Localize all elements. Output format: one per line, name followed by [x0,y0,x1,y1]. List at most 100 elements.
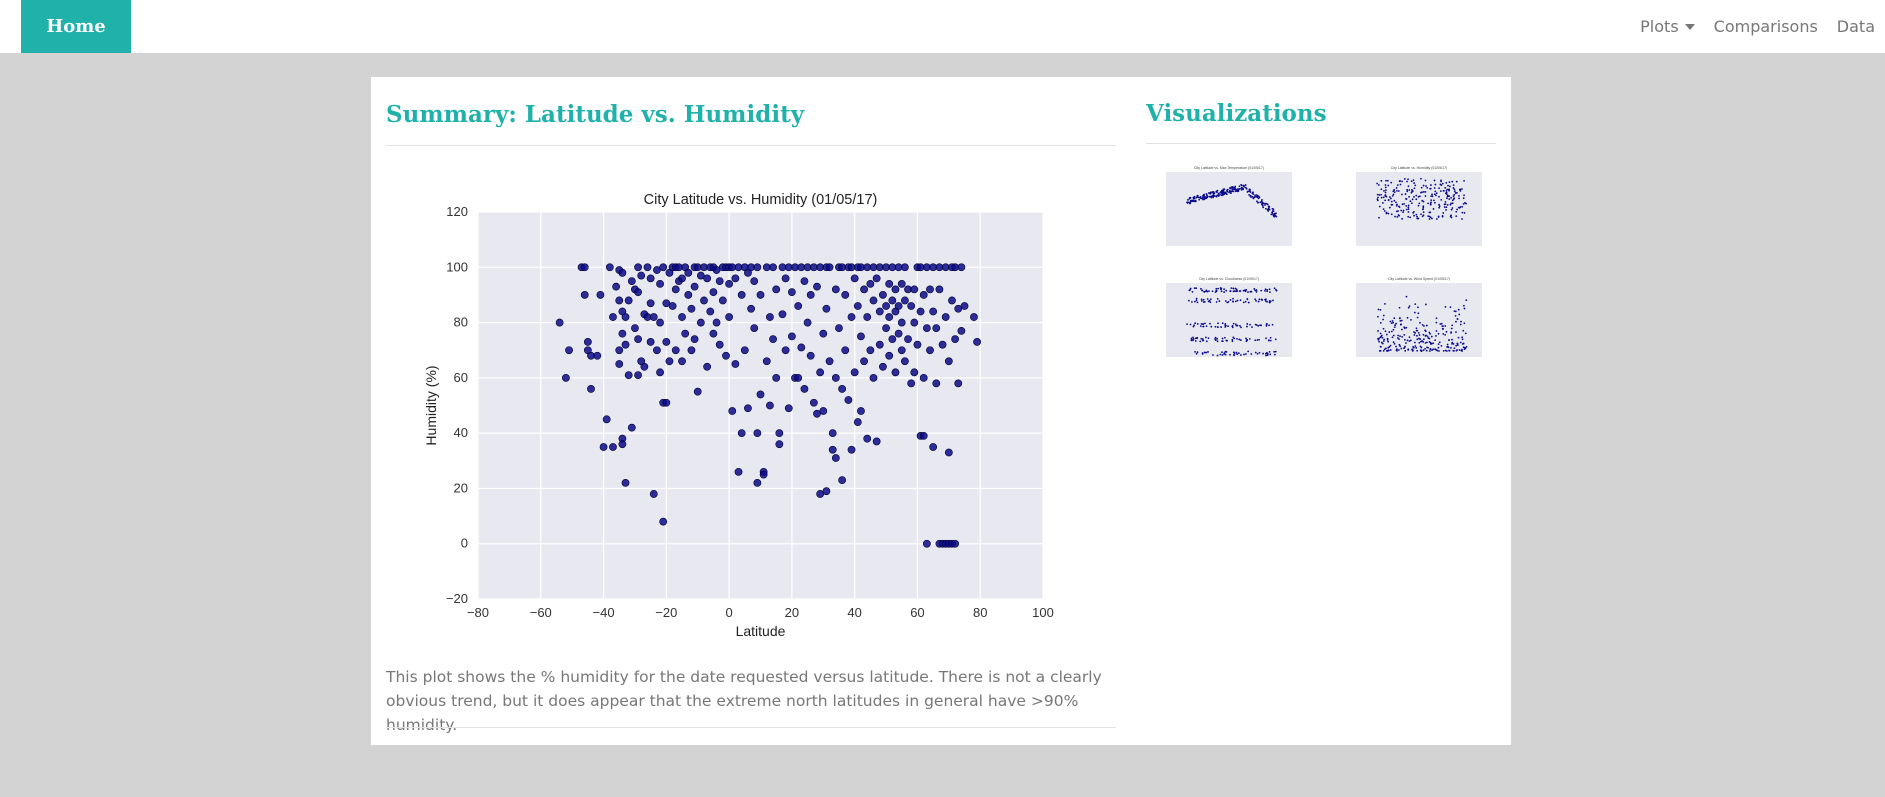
thumbnail-point [1393,317,1396,320]
nav-data-link[interactable]: Data [1836,17,1875,36]
thumbnail-point [1208,290,1210,293]
thumbnail-point [1407,215,1410,218]
thumbnail-humidity[interactable]: City Latitude vs. Humidity (01/05/17) [1336,163,1486,258]
thumbnail-point [1405,205,1408,207]
nav-comparisons-link[interactable]: Comparisons [1713,17,1818,36]
data-point [640,362,649,371]
data-point [769,335,777,344]
thumbnail-point [1231,340,1234,343]
data-point [565,346,573,355]
thumbnail-point [1463,346,1466,349]
thumbnail-point [1189,199,1192,202]
thumbnail-point [1445,206,1448,209]
data-point [957,326,966,335]
thumbnail-point [1254,298,1257,301]
thumbnail-point [1459,206,1462,208]
thumbnail-point [1259,201,1262,204]
y-tick-label: 100 [446,259,468,274]
thumbnail-point [1403,334,1406,336]
thumbnail-point [1202,323,1205,326]
thumbnail-point [1401,193,1403,196]
thumbnail-point [1229,290,1232,292]
data-point [919,291,928,299]
thumbnail-point [1214,325,1217,328]
thumbnail-point [1407,178,1409,181]
data-point [938,340,947,349]
thumbnail-point [1381,202,1384,204]
thumbnail-point [1443,206,1446,208]
thumbnail-point [1404,193,1407,195]
data-point [879,291,887,299]
thumbnail-point [1425,341,1428,344]
thumbnail-point [1451,324,1454,327]
thumbnail-point [1187,299,1190,302]
thumbnail-point [1224,323,1227,325]
data-point [596,291,605,299]
data-point [888,335,897,344]
thumbnail-point [1429,187,1432,190]
data-point [555,318,564,327]
thumbnail-point [1412,346,1414,348]
thumbnail-point [1398,206,1401,209]
thumbnail-point [1424,347,1426,350]
thumbnail-point [1264,207,1267,210]
thumbnail-point [1243,353,1245,356]
x-tick-label: −80 [467,605,489,620]
thumbnail-point [1453,197,1456,200]
home-brand-link[interactable]: Home [21,0,131,53]
thumbnail-point [1236,337,1238,340]
thumbnail-point [1253,288,1256,290]
thumbnail-point [1444,349,1447,352]
thumbnail-point [1234,190,1237,193]
data-point [684,268,693,277]
thumbnail-point [1422,206,1425,209]
thumbnail-point [1201,289,1203,292]
x-tick-label: −60 [530,605,552,620]
thumbnail-point [1200,300,1203,302]
thumbnail-point [1465,345,1468,348]
data-point [715,277,724,286]
nav-plots-dropdown[interactable]: Plots [1640,17,1695,36]
thumbnail-point [1242,187,1244,190]
thumbnail-point [1272,208,1275,211]
data-point [737,291,746,299]
thumbnail-point [1221,351,1223,354]
thumbnail-point [1256,352,1259,355]
thumbnail-point [1455,320,1457,323]
thumbnail-point [1255,299,1257,302]
thumbnail-point [1254,339,1257,342]
data-point [919,432,928,440]
thumbnail-point [1195,297,1198,300]
data-point [618,440,627,449]
thumbnail-title: City Latitude vs. Wind Speed (01/05/17) [1388,277,1450,281]
data-point [960,302,969,310]
thumbnail-wind-speed[interactable]: City Latitude vs. Wind Speed (01/05/17) [1336,274,1486,369]
thumbnail-point [1437,216,1440,218]
thumbnail-point [1442,349,1445,352]
thumbnail-max-temperature[interactable]: City Latitude vs. Max Temperature (01/05… [1146,163,1296,258]
thumbnail-point [1458,349,1461,351]
thumbnail-point [1464,201,1466,204]
thumbnail-cloudiness[interactable]: City Latitude vs. Cloudiness (01/05/17) [1146,274,1296,369]
thumbnail-point [1202,325,1205,328]
thumbnail-point [1422,211,1425,214]
thumbnail-point [1431,217,1433,220]
thumbnail-point [1382,196,1385,199]
thumbnail-point [1429,202,1432,205]
thumbnail-point [1387,212,1390,215]
thumbnail-point [1186,202,1189,204]
thumbnail-point [1192,336,1194,339]
thumbnail-point [1245,187,1248,190]
thumbnail-point [1413,182,1416,184]
thumbnail-point [1195,287,1198,290]
thumbnail-point [1446,345,1449,348]
thumbnail-point [1405,198,1408,200]
thumbnail-point [1452,349,1455,352]
thumbnail-point [1398,338,1400,341]
thumbnail-point [1254,351,1257,354]
thumbnail-point [1378,194,1381,196]
thumbnail-point [1459,188,1462,191]
thumbnail-point [1205,351,1208,354]
data-point [828,445,837,454]
thumbnail-point [1406,188,1409,191]
